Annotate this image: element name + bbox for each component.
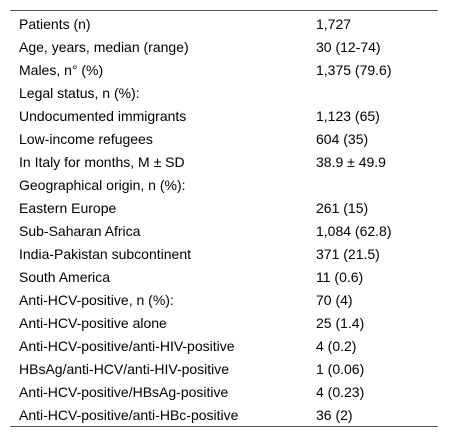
row-value: 604 (35): [316, 130, 369, 147]
row-label: Anti-HCV-positive/HBsAg-positive: [19, 383, 229, 400]
row-label: Eastern Europe: [19, 199, 117, 216]
row-value: 1,727: [316, 15, 352, 32]
row-label: Geographical origin, n (%):: [19, 176, 186, 193]
data-table: Patients (n) 1,727 Age, years, median (ran…: [10, 11, 438, 426]
table-row: Legal status, n (%):: [10, 81, 438, 104]
table-body: Patients (n) 1,727 Age, years, median (ran…: [10, 11, 438, 426]
table-row: HBsAg/anti-HCV/anti-HIV-positive 1 (0.06): [10, 357, 438, 380]
row-value: [307, 81, 438, 104]
table-row: Eastern Europe 261 (15): [10, 196, 438, 219]
table-row: Patients (n) 1,727: [10, 11, 438, 35]
row-value: 1,123 (65): [316, 107, 380, 124]
row-label: In Italy for months, M ± SD: [19, 153, 185, 170]
row-value: 30 (12-74): [316, 38, 381, 55]
table-row: Anti-HCV-positive alone 25 (1.4): [10, 311, 438, 334]
table-row: Low-income refugees 604 (35): [10, 127, 438, 150]
table-row: Geographical origin, n (%):: [10, 173, 438, 196]
row-value: [307, 173, 438, 196]
row-value: 4 (0.2): [316, 337, 357, 354]
row-label: HBsAg/anti-HCV/anti-HIV-positive: [19, 360, 230, 377]
table-row: Undocumented immigrants 1,123 (65): [10, 104, 438, 127]
row-label: Anti-HCV-positive alone: [19, 314, 167, 331]
table-row: Anti-HCV-positive/anti-HIV-positive 4 (0.…: [10, 334, 438, 357]
row-value: 1,375 (79.6): [316, 61, 392, 78]
table-row: Anti-HCV-positive/HBsAg-positive 4 (0.23): [10, 380, 438, 403]
table-row: South America 11 (0.6): [10, 265, 438, 288]
row-label: Anti-HCV-positive/anti-HIV-positive: [19, 337, 235, 354]
row-label: Patients (n): [19, 15, 91, 32]
row-label: Anti-HCV-positive/anti-HBc-positive: [19, 406, 239, 423]
table-row: In Italy for months, M ± SD 38.9 ± 49.9: [10, 150, 438, 173]
row-label: Age, years, median (range): [19, 38, 189, 55]
table-row: Anti-HCV-positive/anti-HBc-positive 36 (2…: [10, 403, 438, 426]
row-value: 38.9 ± 49.9: [316, 153, 386, 170]
row-label: South America: [19, 268, 111, 285]
row-value: 371 (21.5): [316, 245, 380, 262]
row-value: 1,084 (62.8): [316, 222, 392, 239]
table-row: Anti-HCV-positive, n (%): 70 (4): [10, 288, 438, 311]
row-value: 4 (0.23): [316, 383, 365, 400]
row-label: India-Pakistan subcontinent: [19, 245, 191, 262]
row-label: Anti-HCV-positive, n (%):: [19, 291, 174, 308]
row-label: Sub-Saharan Africa: [19, 222, 141, 239]
row-value: 11 (0.6): [316, 268, 364, 285]
row-value: 1 (0.06): [316, 360, 365, 377]
table-row: Males, n° (%) 1,375 (79.6): [10, 58, 438, 81]
table-row: India-Pakistan subcontinent 371 (21.5): [10, 242, 438, 265]
row-label: Males, n° (%): [19, 61, 104, 78]
row-label: Legal status, n (%):: [19, 84, 140, 101]
row-label: Undocumented immigrants: [19, 107, 187, 124]
row-value: 261 (15): [316, 199, 369, 216]
table-row: Age, years, median (range) 30 (12-74): [10, 35, 438, 58]
row-value: 25 (1.4): [316, 314, 365, 331]
row-value: 36 (2): [316, 406, 353, 423]
table-row: Sub-Saharan Africa 1,084 (62.8): [10, 219, 438, 242]
row-label: Low-income refugees: [19, 130, 153, 147]
row-value: 70 (4): [316, 291, 353, 308]
patient-characteristics-table: Patients (n) 1,727 Age, years, median (ran…: [10, 10, 438, 427]
